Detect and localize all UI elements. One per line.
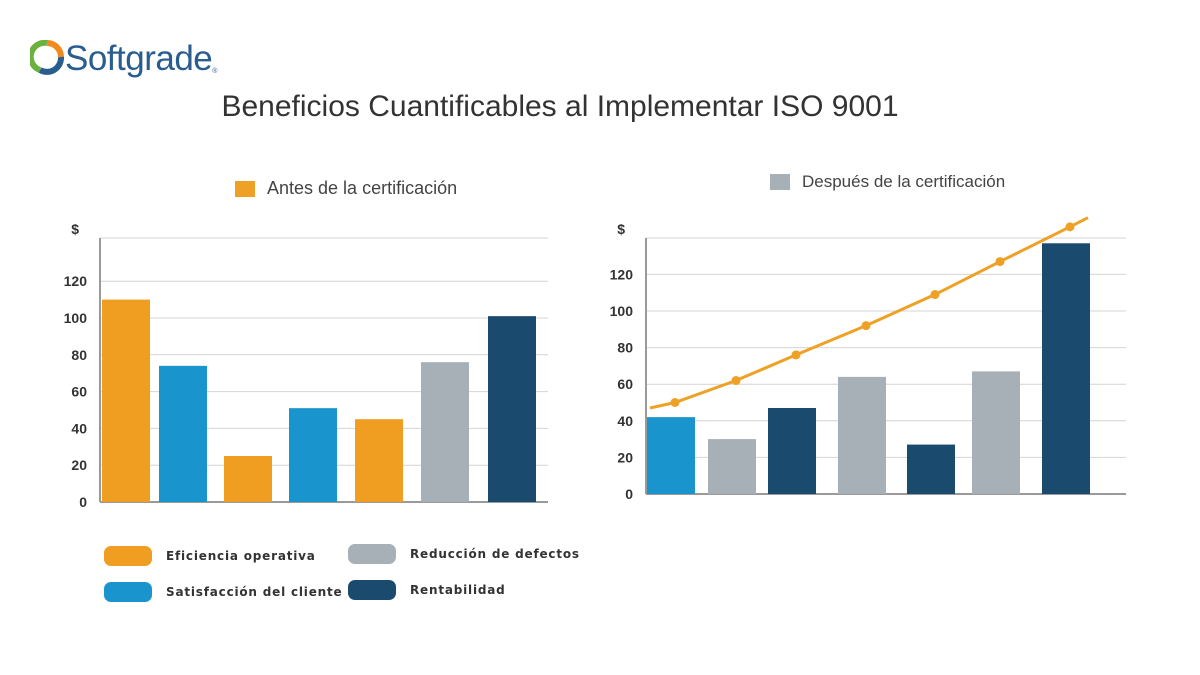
legend-item-reduccion: Reducción de defectos	[348, 544, 580, 564]
y-tick-label: 40	[71, 420, 87, 436]
legend-item-eficiencia: Eficiencia operativa	[104, 546, 316, 566]
brand-name: Softgrade	[65, 39, 213, 78]
y-tick-label: 80	[71, 347, 87, 363]
y-tick-label: 100	[64, 310, 88, 326]
legend-label-satisfaccion: Satisfacción del cliente	[166, 585, 343, 599]
y-tick-label: 20	[71, 457, 87, 473]
bar-satisfaccion	[289, 408, 337, 502]
y-tick-label: 100	[610, 303, 634, 319]
y-tick-label: 0	[625, 486, 633, 502]
bar-rentabilidad	[768, 407, 816, 494]
bar-reduccion	[708, 439, 756, 494]
y-tick-label: 0	[79, 494, 87, 510]
legend-item-rentabilidad: Rentabilidad	[348, 580, 506, 600]
softgrade-logo: Softgrade ®	[30, 40, 217, 80]
trend-point	[731, 376, 741, 386]
bar-satisfaccion	[159, 365, 207, 502]
series-swatch-after	[770, 174, 790, 190]
series-label-before-text: Antes de la certificación	[267, 178, 458, 198]
softgrade-logo-icon	[30, 40, 64, 75]
trend-point	[791, 350, 801, 360]
y-tick-label: 20	[617, 449, 633, 465]
trend-point	[861, 321, 871, 331]
legend-label-eficiencia: Eficiencia operativa	[166, 549, 316, 563]
bar-reduccion	[421, 362, 469, 502]
legend-swatch-rentabilidad	[348, 580, 396, 600]
y-tick-label: 120	[610, 266, 634, 282]
trend-point	[1065, 222, 1075, 232]
chart-after: 0 20 40 60 80 100 120 $	[610, 216, 1126, 502]
y-tick-label: 80	[617, 340, 633, 356]
page-title: Beneficios Cuantificables al Implementar…	[221, 90, 899, 123]
bar-reduccion	[972, 371, 1020, 494]
trend-point	[995, 257, 1005, 267]
y-tick-label: 60	[617, 376, 633, 392]
bar-satisfaccion	[647, 417, 695, 494]
bar-eficiencia	[224, 456, 272, 502]
series-label-after-text: Después de la certificación	[802, 172, 1006, 191]
legend: Eficiencia operativa Reducción de defect…	[104, 540, 604, 610]
brand-registered-mark: ®	[212, 68, 218, 75]
legend-swatch-reduccion	[348, 544, 396, 564]
y-axis-label: $	[71, 221, 79, 237]
trend-point	[930, 290, 940, 300]
legend-label-rentabilidad: Rentabilidad	[410, 583, 506, 597]
y-axis-label: $	[617, 221, 625, 237]
legend-swatch-satisfaccion	[104, 582, 152, 602]
legend-item-satisfaccion: Satisfacción del cliente	[104, 582, 342, 602]
series-swatch-before	[235, 180, 255, 197]
legend-label-reduccion: Reducción de defectos	[410, 547, 580, 561]
bar-eficiencia	[355, 419, 403, 502]
y-tick-label: 120	[64, 273, 88, 289]
y-tick-label: 60	[71, 384, 87, 400]
bar-eficiencia	[102, 299, 150, 502]
bar-reduccion	[838, 376, 886, 494]
series-label-before: Antes de la certificación	[235, 178, 457, 199]
bar-rentabilidad	[488, 316, 536, 502]
bar-rentabilidad	[907, 444, 955, 494]
trend-point	[670, 398, 680, 407]
series-label-after: Después de la certificación	[770, 172, 1005, 192]
chart-before: 0 20 40 60 80 100 120 $	[64, 221, 548, 510]
legend-swatch-eficiencia	[104, 546, 152, 566]
bar-rentabilidad	[1042, 243, 1090, 494]
y-tick-label: 40	[617, 413, 633, 429]
